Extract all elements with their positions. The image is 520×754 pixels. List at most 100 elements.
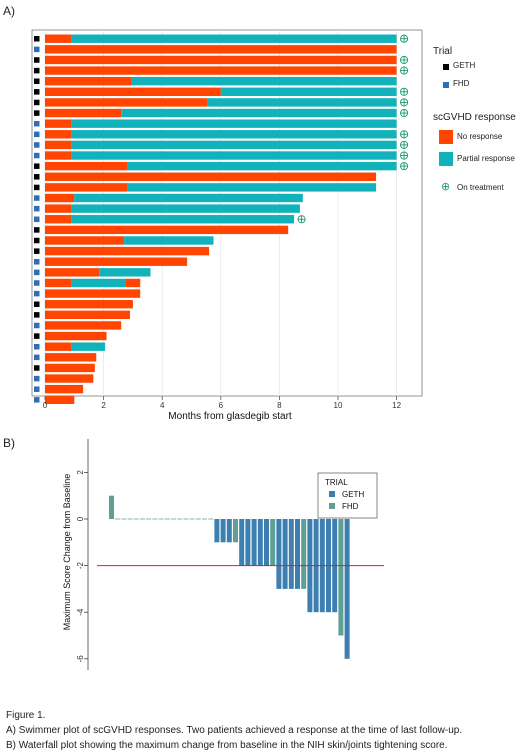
partial-response-bar — [220, 87, 397, 96]
on-treatment-icon: ⊕ — [441, 180, 451, 193]
no-response-bar — [45, 374, 94, 383]
geth-label: GETH — [453, 61, 476, 70]
swimmer-x-tick-label: 10 — [334, 401, 343, 410]
partial-response-bar — [74, 193, 303, 203]
partial-response-swatch — [439, 152, 453, 166]
panel-a-label: A) — [3, 4, 15, 18]
no-response-bar — [45, 246, 210, 256]
response-legend-title: scGVHD response — [433, 112, 516, 123]
trial-marker-fhd — [34, 216, 40, 223]
trial-marker-fhd — [34, 131, 40, 138]
trial-marker-fhd — [34, 343, 40, 350]
trial-marker-fhd — [34, 152, 40, 159]
on-treatment-icon — [297, 215, 306, 224]
trial-marker-fhd — [34, 142, 40, 148]
swimmer-legend: Trial GETH FHD scGVHD response No respon… — [433, 46, 520, 198]
partial-response-bar — [71, 278, 126, 288]
no-response-bar — [45, 108, 122, 118]
trial-marker-geth — [34, 333, 40, 339]
on-treatment-icon — [400, 162, 409, 171]
no-response-bar — [45, 55, 397, 65]
waterfall-bar-fhd — [338, 519, 344, 636]
no-response-bar — [45, 300, 133, 309]
waterfall-legend-title: TRIAL — [325, 478, 348, 487]
legend-item-no-response: No response — [433, 127, 520, 149]
partial-response-bar — [71, 151, 397, 160]
no-response-bar — [45, 45, 397, 54]
no-response-bar — [45, 130, 72, 139]
waterfall-bar-fhd — [270, 519, 276, 566]
no-response-bar — [45, 353, 97, 362]
trial-marker-fhd — [34, 397, 40, 403]
partial-response-bar — [71, 130, 397, 139]
waterfall-bar-geth — [239, 519, 245, 566]
partial-response-bar — [207, 98, 397, 107]
trial-marker-geth — [34, 78, 40, 84]
trial-marker-geth — [34, 237, 40, 244]
waterfall-fhd-swatch — [329, 503, 335, 509]
no-response-bar — [45, 278, 72, 288]
trial-marker-fhd — [34, 205, 40, 212]
partial-response-bar — [131, 76, 397, 86]
partial-response-bar — [71, 215, 295, 224]
waterfall-y-axis-label: Maximum Score Change from Baseline — [62, 474, 72, 631]
swimmer-x-tick-label: 8 — [277, 401, 282, 410]
legend-item-on-treatment: ⊕ On treatment — [433, 180, 520, 198]
no-response-bar — [45, 98, 208, 107]
no-response-bar — [45, 321, 122, 330]
waterfall-fhd-label: FHD — [342, 502, 359, 511]
waterfall-bar-geth — [220, 519, 226, 543]
on-treatment-icon — [400, 151, 409, 160]
trial-marker-geth — [34, 67, 40, 74]
waterfall-bar-fhd — [233, 519, 238, 543]
on-treatment-icon — [400, 140, 409, 149]
trial-marker-geth — [34, 248, 40, 254]
trial-marker-geth — [34, 163, 40, 169]
no-response-bar — [45, 310, 130, 320]
waterfall-y-tick-label: 2 — [76, 470, 85, 475]
on-treatment-icon — [400, 130, 409, 139]
no-response-bar — [45, 331, 107, 341]
no-response-bar — [45, 87, 221, 96]
trial-marker-geth — [34, 174, 40, 180]
partial-response-bar — [121, 108, 397, 118]
fhd-label: FHD — [453, 79, 470, 88]
no-response-bar — [45, 289, 141, 298]
no-response-bar — [45, 183, 128, 192]
partial-response-bar — [71, 204, 300, 213]
partial-response-bar — [71, 119, 397, 128]
figure-caption-a: A) Swimmer plot of scGVHD responses. Two… — [6, 725, 463, 736]
trial-marker-fhd — [34, 290, 40, 297]
trial-marker-geth — [34, 36, 40, 42]
no-response-bar — [45, 204, 72, 213]
waterfall-geth-label: GETH — [342, 490, 364, 499]
waterfall-legend: TRIAL GETH FHD — [317, 472, 378, 519]
no-response-bar — [45, 215, 72, 224]
no-response-bar — [45, 66, 397, 75]
legend-item-geth: GETH — [433, 59, 520, 77]
swimmer-x-tick-label: 12 — [392, 401, 401, 410]
waterfall-y-tick-label: -2 — [76, 561, 85, 569]
trial-marker-geth — [34, 184, 40, 191]
no-response-bar — [45, 76, 132, 86]
legend-item-fhd: FHD — [433, 77, 520, 95]
swimmer-x-tick-label: 6 — [219, 401, 224, 410]
trial-marker-geth — [34, 312, 40, 318]
no-response-bar — [45, 151, 72, 160]
trial-marker-geth — [34, 89, 40, 95]
trial-marker-geth — [34, 99, 40, 106]
waterfall-bar-geth — [282, 519, 288, 589]
no-response-bar — [45, 119, 72, 128]
no-response-bar — [45, 363, 95, 373]
no-response-bar — [45, 225, 289, 235]
waterfall-bar-geth — [226, 519, 232, 543]
figure-caption-title: Figure 1. — [6, 710, 46, 721]
no-response-bar — [45, 257, 188, 266]
partial-response-bar — [71, 342, 106, 351]
no-response-bar — [45, 193, 75, 203]
partial-response-bar — [124, 236, 214, 245]
partial-response-bar — [99, 268, 151, 277]
trial-marker-fhd — [34, 375, 40, 382]
on-treatment-icon — [400, 98, 409, 107]
trial-marker-fhd — [34, 386, 40, 392]
